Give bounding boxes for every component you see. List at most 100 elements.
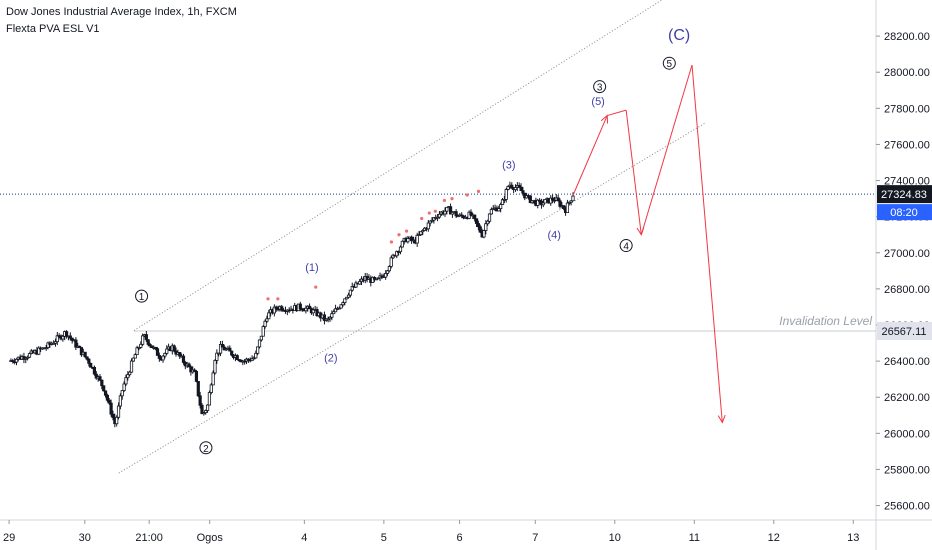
candle-body: [230, 350, 234, 356]
candle-body: [92, 367, 97, 375]
y-tick-label: 28000.00: [884, 67, 930, 79]
candle-body: [506, 186, 510, 190]
candle-body: [74, 339, 78, 348]
wave-label: (4): [547, 230, 560, 242]
candle-body: [126, 374, 130, 379]
y-tick-label: 25600.00: [884, 501, 930, 513]
candle-body: [410, 236, 414, 242]
x-tick-label: 6: [457, 532, 463, 544]
candle-body: [432, 217, 436, 221]
candle-body: [181, 355, 186, 363]
x-tick-label: 30: [79, 532, 91, 544]
pva-marker: [389, 240, 394, 244]
candle-body: [24, 357, 28, 360]
candle-body: [304, 307, 308, 312]
candle-body: [259, 335, 263, 341]
wave-label: (3): [502, 159, 515, 171]
candle-body: [556, 197, 560, 202]
invalidation-badge: [877, 321, 932, 340]
candle-body: [517, 185, 521, 188]
candle-body: [460, 214, 464, 217]
candle-body: [100, 379, 104, 387]
candle-body: [55, 335, 59, 343]
candle-body: [486, 220, 490, 225]
candle-body: [558, 200, 562, 207]
candle-body: [510, 184, 514, 189]
candle-body: [254, 352, 258, 359]
x-tick-label: 12: [768, 532, 780, 544]
candle-body: [398, 246, 403, 253]
candle-body: [549, 197, 553, 204]
candle-body: [417, 234, 421, 236]
candle-body: [83, 351, 87, 358]
candle-body: [482, 230, 486, 238]
candle-body: [513, 187, 518, 191]
countdown-label: 08:20: [890, 207, 918, 219]
x-tick-label: 7: [532, 532, 538, 544]
candle-body: [330, 313, 334, 318]
pva-marker: [314, 285, 318, 289]
projection-segment: [625, 110, 642, 235]
projection-arrowhead: [636, 226, 645, 236]
candle-body: [543, 199, 547, 204]
candle-body: [105, 394, 109, 401]
channel-upper-line: [133, 0, 663, 331]
x-tick-label: Ogos: [197, 532, 224, 544]
y-tick-label: 26800.00: [884, 284, 930, 296]
candle-body: [484, 223, 488, 231]
candle-body: [235, 355, 239, 361]
projection-segment: [607, 109, 627, 117]
candle-body: [541, 202, 545, 206]
pva-marker: [476, 189, 481, 193]
candle-body: [272, 306, 276, 314]
y-tick-label: 27600.00: [884, 139, 930, 151]
candle-body: [27, 353, 32, 358]
candle-body: [146, 339, 150, 345]
candle-body: [307, 305, 312, 310]
candle-body: [87, 358, 91, 364]
candle-body: [52, 342, 56, 345]
candle-body: [500, 199, 505, 205]
candle-body: [521, 190, 525, 194]
candle-body: [79, 347, 84, 356]
wave-label-circle: [135, 289, 149, 303]
candle-body: [70, 337, 74, 341]
candle-body: [567, 201, 571, 204]
candle-body: [528, 195, 532, 204]
last-price-badge: [877, 185, 932, 204]
candle-body: [326, 318, 330, 321]
candle-body: [163, 352, 167, 357]
candle-body: [53, 341, 58, 344]
candle-body: [435, 216, 440, 219]
pva-marker: [450, 197, 454, 201]
candle-body: [61, 335, 65, 340]
pva-marker: [276, 297, 280, 301]
candle-body: [94, 373, 98, 379]
candle-body: [571, 195, 575, 202]
x-tick-label: 10: [609, 532, 621, 544]
projection-arrowhead: [600, 114, 609, 124]
candle-body: [280, 306, 284, 311]
chart-title: Dow Jones Industrial Average Index, 1h, …: [6, 6, 237, 18]
candle-body: [187, 363, 191, 368]
y-tick-label: 26000.00: [884, 428, 930, 440]
candle-body: [550, 197, 555, 201]
candle-body: [131, 357, 135, 362]
candle-body: [165, 348, 169, 354]
candle-body: [103, 390, 108, 396]
wave-label: 5: [667, 59, 673, 70]
candle-body: [252, 357, 256, 360]
candle-body: [204, 410, 208, 414]
candle-body: [430, 219, 434, 222]
candle-body: [536, 199, 540, 206]
candle-body: [415, 234, 419, 244]
candle-body: [371, 276, 375, 283]
candle-body: [450, 211, 455, 215]
candle-body: [445, 206, 449, 212]
candle-body: [46, 342, 50, 348]
candle-body: [14, 358, 19, 363]
candle-body: [122, 383, 126, 391]
candle-body: [64, 331, 69, 337]
candle-body: [178, 352, 182, 357]
